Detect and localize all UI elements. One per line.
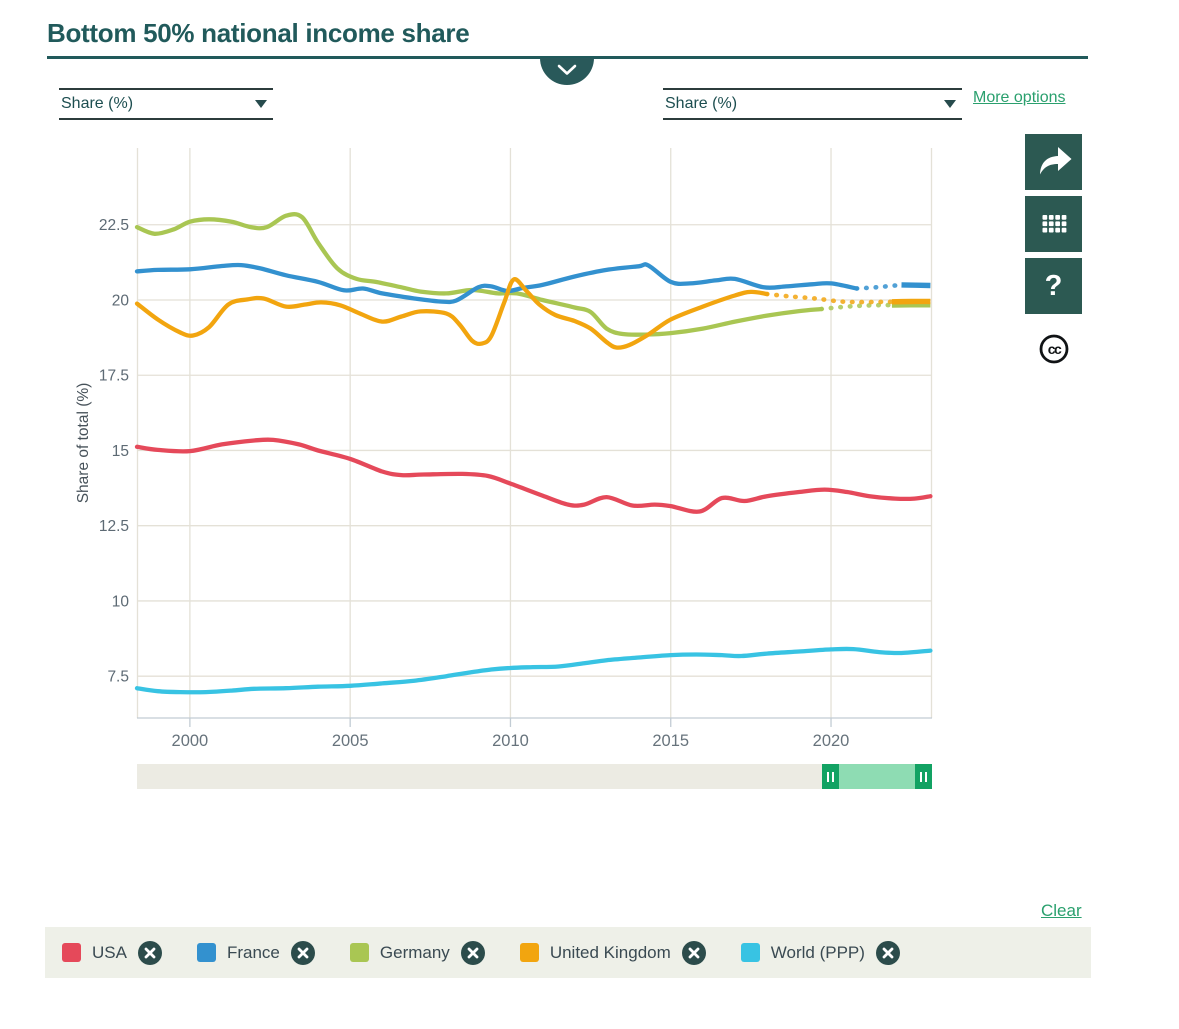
timeline-selected-range[interactable] [822,764,932,789]
close-icon [290,940,315,965]
left-unit-value: Share (%) [61,95,134,112]
right-unit-dropdown[interactable]: Share (%) [663,88,962,120]
left-unit-dropdown[interactable]: Share (%) [59,88,273,120]
legend-remove-button-germany[interactable] [460,940,486,966]
help-button[interactable]: ? [1025,258,1082,314]
close-icon [875,940,900,965]
axis-labels: 7.5 10 12.5 15 17.5 20 22.5 2000 2005 2010 2015 202… [75,217,849,750]
legend-label: Germany [379,942,450,962]
legend-swatch [62,943,81,962]
svg-text:2020: 2020 [813,732,850,750]
clear-link[interactable]: Clear [1041,901,1082,920]
svg-text:2015: 2015 [652,732,689,750]
series-line-world-ppp[interactable] [134,646,933,695]
svg-text:22.5: 22.5 [99,217,129,234]
share-arrow-icon [1040,147,1072,175]
legend-item-germany: Germany [349,940,486,966]
question-mark-icon: ? [1044,269,1063,302]
legend-item-united-kingdom: United Kingdom [519,940,707,966]
close-icon [460,940,485,965]
legend-remove-button-united-kingdom[interactable] [681,940,707,966]
legend-remove-button-world-ppp[interactable] [875,940,901,966]
legend-remove-button-usa[interactable] [137,940,163,966]
series-line-usa[interactable] [134,437,933,514]
table-view-button[interactable] [1025,196,1082,252]
share-button[interactable] [1025,134,1082,190]
close-icon [137,940,162,965]
creative-commons-icon[interactable]: cc [1037,332,1071,366]
legend-label: World (PPP) [770,942,865,962]
timeline-left-handle[interactable] [822,764,839,789]
legend-bar: USA France Germany United Kingdom World (PPP… [45,927,1091,978]
svg-text:10: 10 [112,593,130,610]
legend-swatch [519,943,539,962]
collapse-panel-button[interactable] [540,58,594,85]
more-options-link[interactable]: More options [973,89,1066,106]
svg-text:7.5: 7.5 [107,669,129,686]
svg-text:12.5: 12.5 [99,518,129,535]
grid-lines [136,148,933,718]
svg-text:2005: 2005 [332,732,369,750]
legend-item-france: France [196,940,316,966]
timeline-right-handle[interactable] [915,764,932,789]
dropdown-caret-icon [255,100,267,108]
title-underline [47,56,1088,59]
legend-swatch [196,943,216,962]
series-line-germany[interactable] [134,212,931,337]
svg-text:17.5: 17.5 [99,368,129,385]
chevron-down-icon [557,64,577,75]
legend-swatch [740,943,760,962]
legend-label: France [226,942,280,962]
legend-item-usa: USA [62,940,163,966]
legend-swatch [349,943,369,962]
right-unit-value: Share (%) [665,95,738,112]
legend-label: USA [92,942,127,962]
series-line-france[interactable] [134,262,931,305]
legend-remove-button-france[interactable] [290,940,316,966]
page-title: Bottom 50% national income share [47,18,470,48]
series-line-united-kingdom[interactable] [134,277,931,350]
svg-text:20: 20 [112,292,130,309]
line-chart[interactable]: 7.5 10 12.5 15 17.5 20 22.5 2000 2005 2010 2015 202… [0,0,960,812]
timeline-slider-track[interactable] [137,764,932,789]
svg-text:2000: 2000 [172,732,209,750]
svg-text:15: 15 [112,443,129,460]
svg-text:Share of total (%): Share of total (%) [75,383,92,504]
legend-label: United Kingdom [549,942,671,962]
legend-item-world-ppp: World (PPP) [740,940,901,966]
axes [137,717,932,727]
svg-text:2010: 2010 [492,732,529,750]
close-icon [681,940,706,965]
svg-text:cc: cc [1048,341,1062,357]
dropdown-caret-icon [944,100,956,108]
table-icon [1042,215,1067,233]
